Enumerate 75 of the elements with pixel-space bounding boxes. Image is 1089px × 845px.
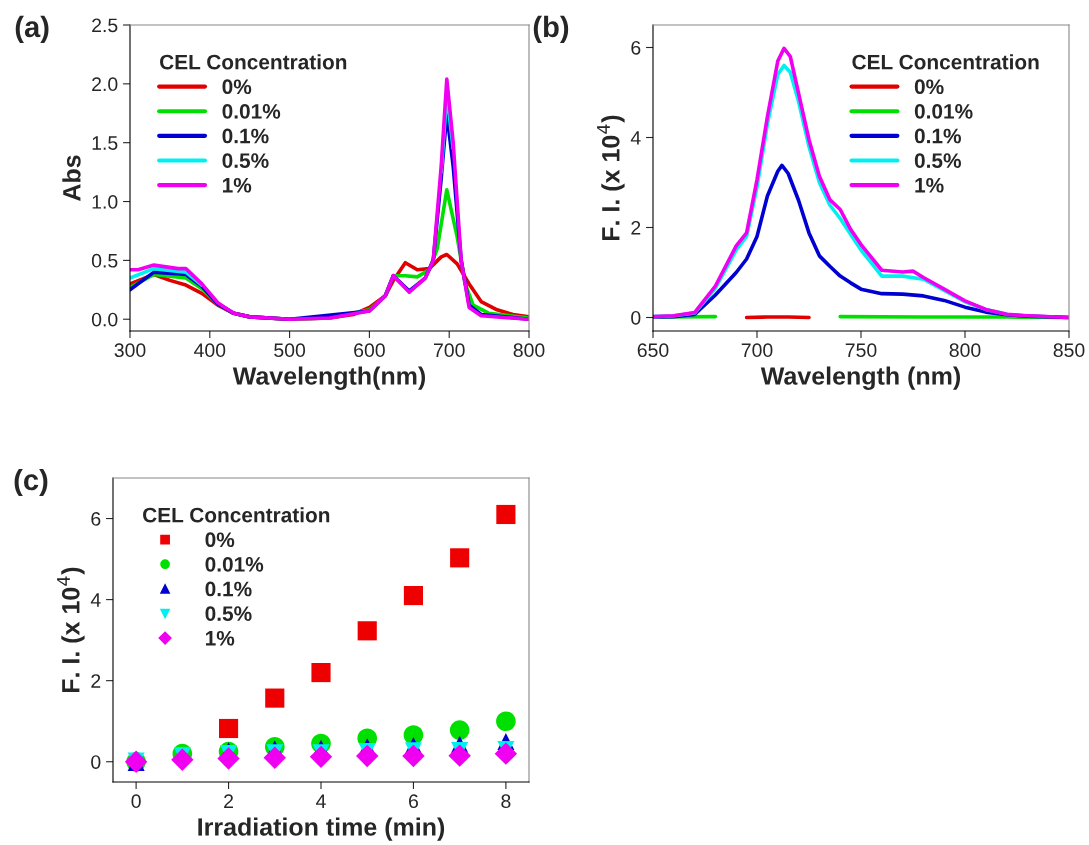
point bbox=[311, 662, 331, 683]
point bbox=[171, 748, 194, 771]
legend-label: 0% bbox=[222, 79, 252, 95]
point bbox=[403, 585, 424, 606]
legend-label: 0.1% bbox=[914, 128, 961, 144]
y-tick-label: 2 bbox=[91, 674, 101, 688]
legend-label: 0.5% bbox=[222, 153, 269, 168]
x-tick-label: 4 bbox=[316, 794, 326, 808]
line-series bbox=[653, 46, 1069, 320]
y-tick-label: 6 bbox=[631, 40, 641, 55]
x-tick-label: 800 bbox=[949, 343, 981, 358]
x-tick-label: 500 bbox=[274, 343, 306, 358]
point bbox=[450, 548, 470, 568]
chart-title: (c) bbox=[14, 468, 48, 497]
legend-label: 0.1% bbox=[205, 581, 252, 597]
legend-label: 0.01% bbox=[205, 556, 264, 572]
point bbox=[357, 621, 377, 641]
legend-label: 1% bbox=[915, 177, 944, 193]
x-axis-title: Wavelength (nm) bbox=[760, 366, 960, 390]
x-tick-label: 650 bbox=[637, 343, 669, 358]
y-tick-label: 1.5 bbox=[92, 136, 118, 150]
x-tick-label: 700 bbox=[741, 343, 773, 358]
point bbox=[449, 720, 470, 740]
legend-label: 0.1% bbox=[222, 128, 269, 144]
y-tick-label: 2.0 bbox=[92, 77, 118, 92]
x-tick-label: 800 bbox=[513, 343, 545, 358]
legend-label: 0.5% bbox=[914, 153, 961, 168]
y-axis-title: F. I. (x 10$^{4}$) bbox=[597, 115, 625, 241]
x-tick-label: 0 bbox=[131, 794, 141, 809]
y-axis-title: Abs bbox=[62, 155, 81, 201]
point bbox=[448, 744, 471, 767]
x-tick-label: 850 bbox=[1053, 343, 1085, 358]
x-tick-label: 600 bbox=[354, 343, 385, 358]
y-tick-label: 0 bbox=[91, 755, 101, 769]
legend-label: 0.01% bbox=[222, 103, 281, 119]
y-tick-label: 2.5 bbox=[92, 18, 118, 33]
y-tick-label: 0.0 bbox=[91, 312, 118, 327]
point bbox=[218, 718, 239, 739]
y-axis-title: F. I. (x 10$^{4}$) bbox=[57, 567, 85, 693]
x-tick-label: 700 bbox=[433, 343, 465, 358]
y-tick-label: 1.0 bbox=[92, 195, 118, 209]
legend-label: 0% bbox=[914, 79, 944, 95]
y-tick-label: 6 bbox=[91, 512, 101, 526]
x-tick-label: 2 bbox=[224, 794, 233, 808]
legend-title: CEL Concentration bbox=[852, 54, 1039, 70]
y-tick-label: 4 bbox=[630, 131, 641, 145]
chart-title: (a) bbox=[15, 15, 49, 44]
point bbox=[265, 688, 285, 708]
point bbox=[402, 744, 425, 768]
point bbox=[217, 747, 240, 770]
y-tick-label: 0.5 bbox=[91, 253, 118, 268]
y-tick-label: 2 bbox=[631, 220, 641, 235]
y-tick-label: 0 bbox=[631, 310, 641, 325]
legend-label: 0.5% bbox=[205, 606, 252, 621]
point bbox=[263, 746, 286, 769]
point bbox=[309, 745, 333, 769]
legend-label: 1% bbox=[205, 630, 235, 646]
x-axis-title: Wavelength(nm) bbox=[232, 366, 426, 390]
point bbox=[356, 744, 379, 768]
legend-label: 1% bbox=[222, 177, 252, 193]
x-tick-label: 300 bbox=[114, 343, 146, 358]
point bbox=[496, 711, 516, 732]
point bbox=[496, 504, 516, 525]
legend-title: CEL Concentration bbox=[143, 507, 330, 523]
chart-title: (b) bbox=[533, 15, 569, 44]
x-tick-label: 750 bbox=[845, 343, 877, 358]
legend-title: CEL Concentration bbox=[160, 54, 347, 70]
point bbox=[494, 742, 518, 765]
x-tick-label: 6 bbox=[409, 794, 418, 809]
legend-label: 0% bbox=[205, 532, 235, 548]
x-axis-title: Irradiation time (min) bbox=[198, 817, 445, 841]
x-tick-label: 8 bbox=[501, 794, 511, 809]
x-tick-label: 400 bbox=[194, 343, 226, 358]
legend-label: 0.01% bbox=[914, 103, 973, 119]
y-tick-label: 4 bbox=[90, 593, 101, 607]
